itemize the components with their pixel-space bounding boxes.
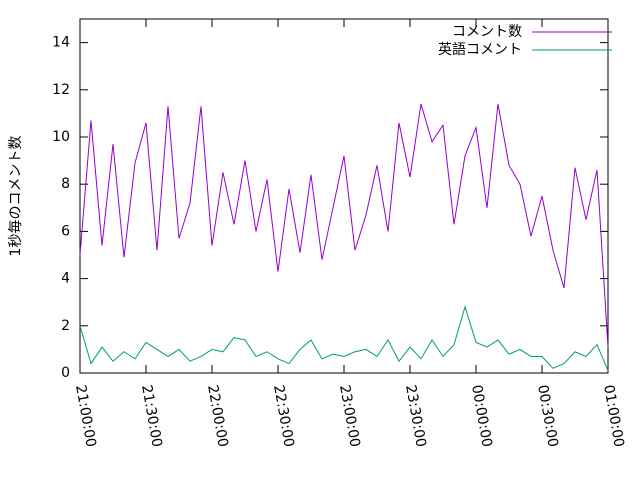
y-tick-label: 2 [61, 318, 70, 334]
legend-label: コメント数 [452, 24, 522, 40]
y-tick-label: 12 [52, 82, 70, 98]
legend-label: 英語コメント [438, 41, 522, 58]
y-tick-label: 8 [61, 176, 70, 192]
x-tick-label: 00:00:00 [468, 384, 495, 449]
x-tick-label: 22:00:00 [204, 384, 231, 449]
x-tick-label: 23:00:00 [336, 384, 363, 449]
x-tick-label: 22:30:00 [270, 384, 297, 449]
plot-frame [79, 18, 609, 374]
y-tick-label: 10 [52, 129, 70, 145]
x-tick-label: 21:00:00 [72, 384, 99, 449]
y-tick-label: 6 [61, 223, 70, 239]
y-tick-label: 14 [52, 35, 70, 51]
line-series [79, 103, 609, 348]
x-tick-label: 00:30:00 [534, 384, 561, 449]
x-tick-label: 21:30:00 [138, 384, 165, 449]
x-tick-label: 01:00:00 [600, 384, 627, 449]
y-axis-label: 1秒毎のコメント数 [8, 136, 24, 257]
y-tick-label: 0 [61, 365, 70, 381]
x-tick-label: 23:30:00 [402, 384, 429, 449]
line-series [79, 305, 609, 371]
y-tick-label: 4 [61, 271, 70, 287]
